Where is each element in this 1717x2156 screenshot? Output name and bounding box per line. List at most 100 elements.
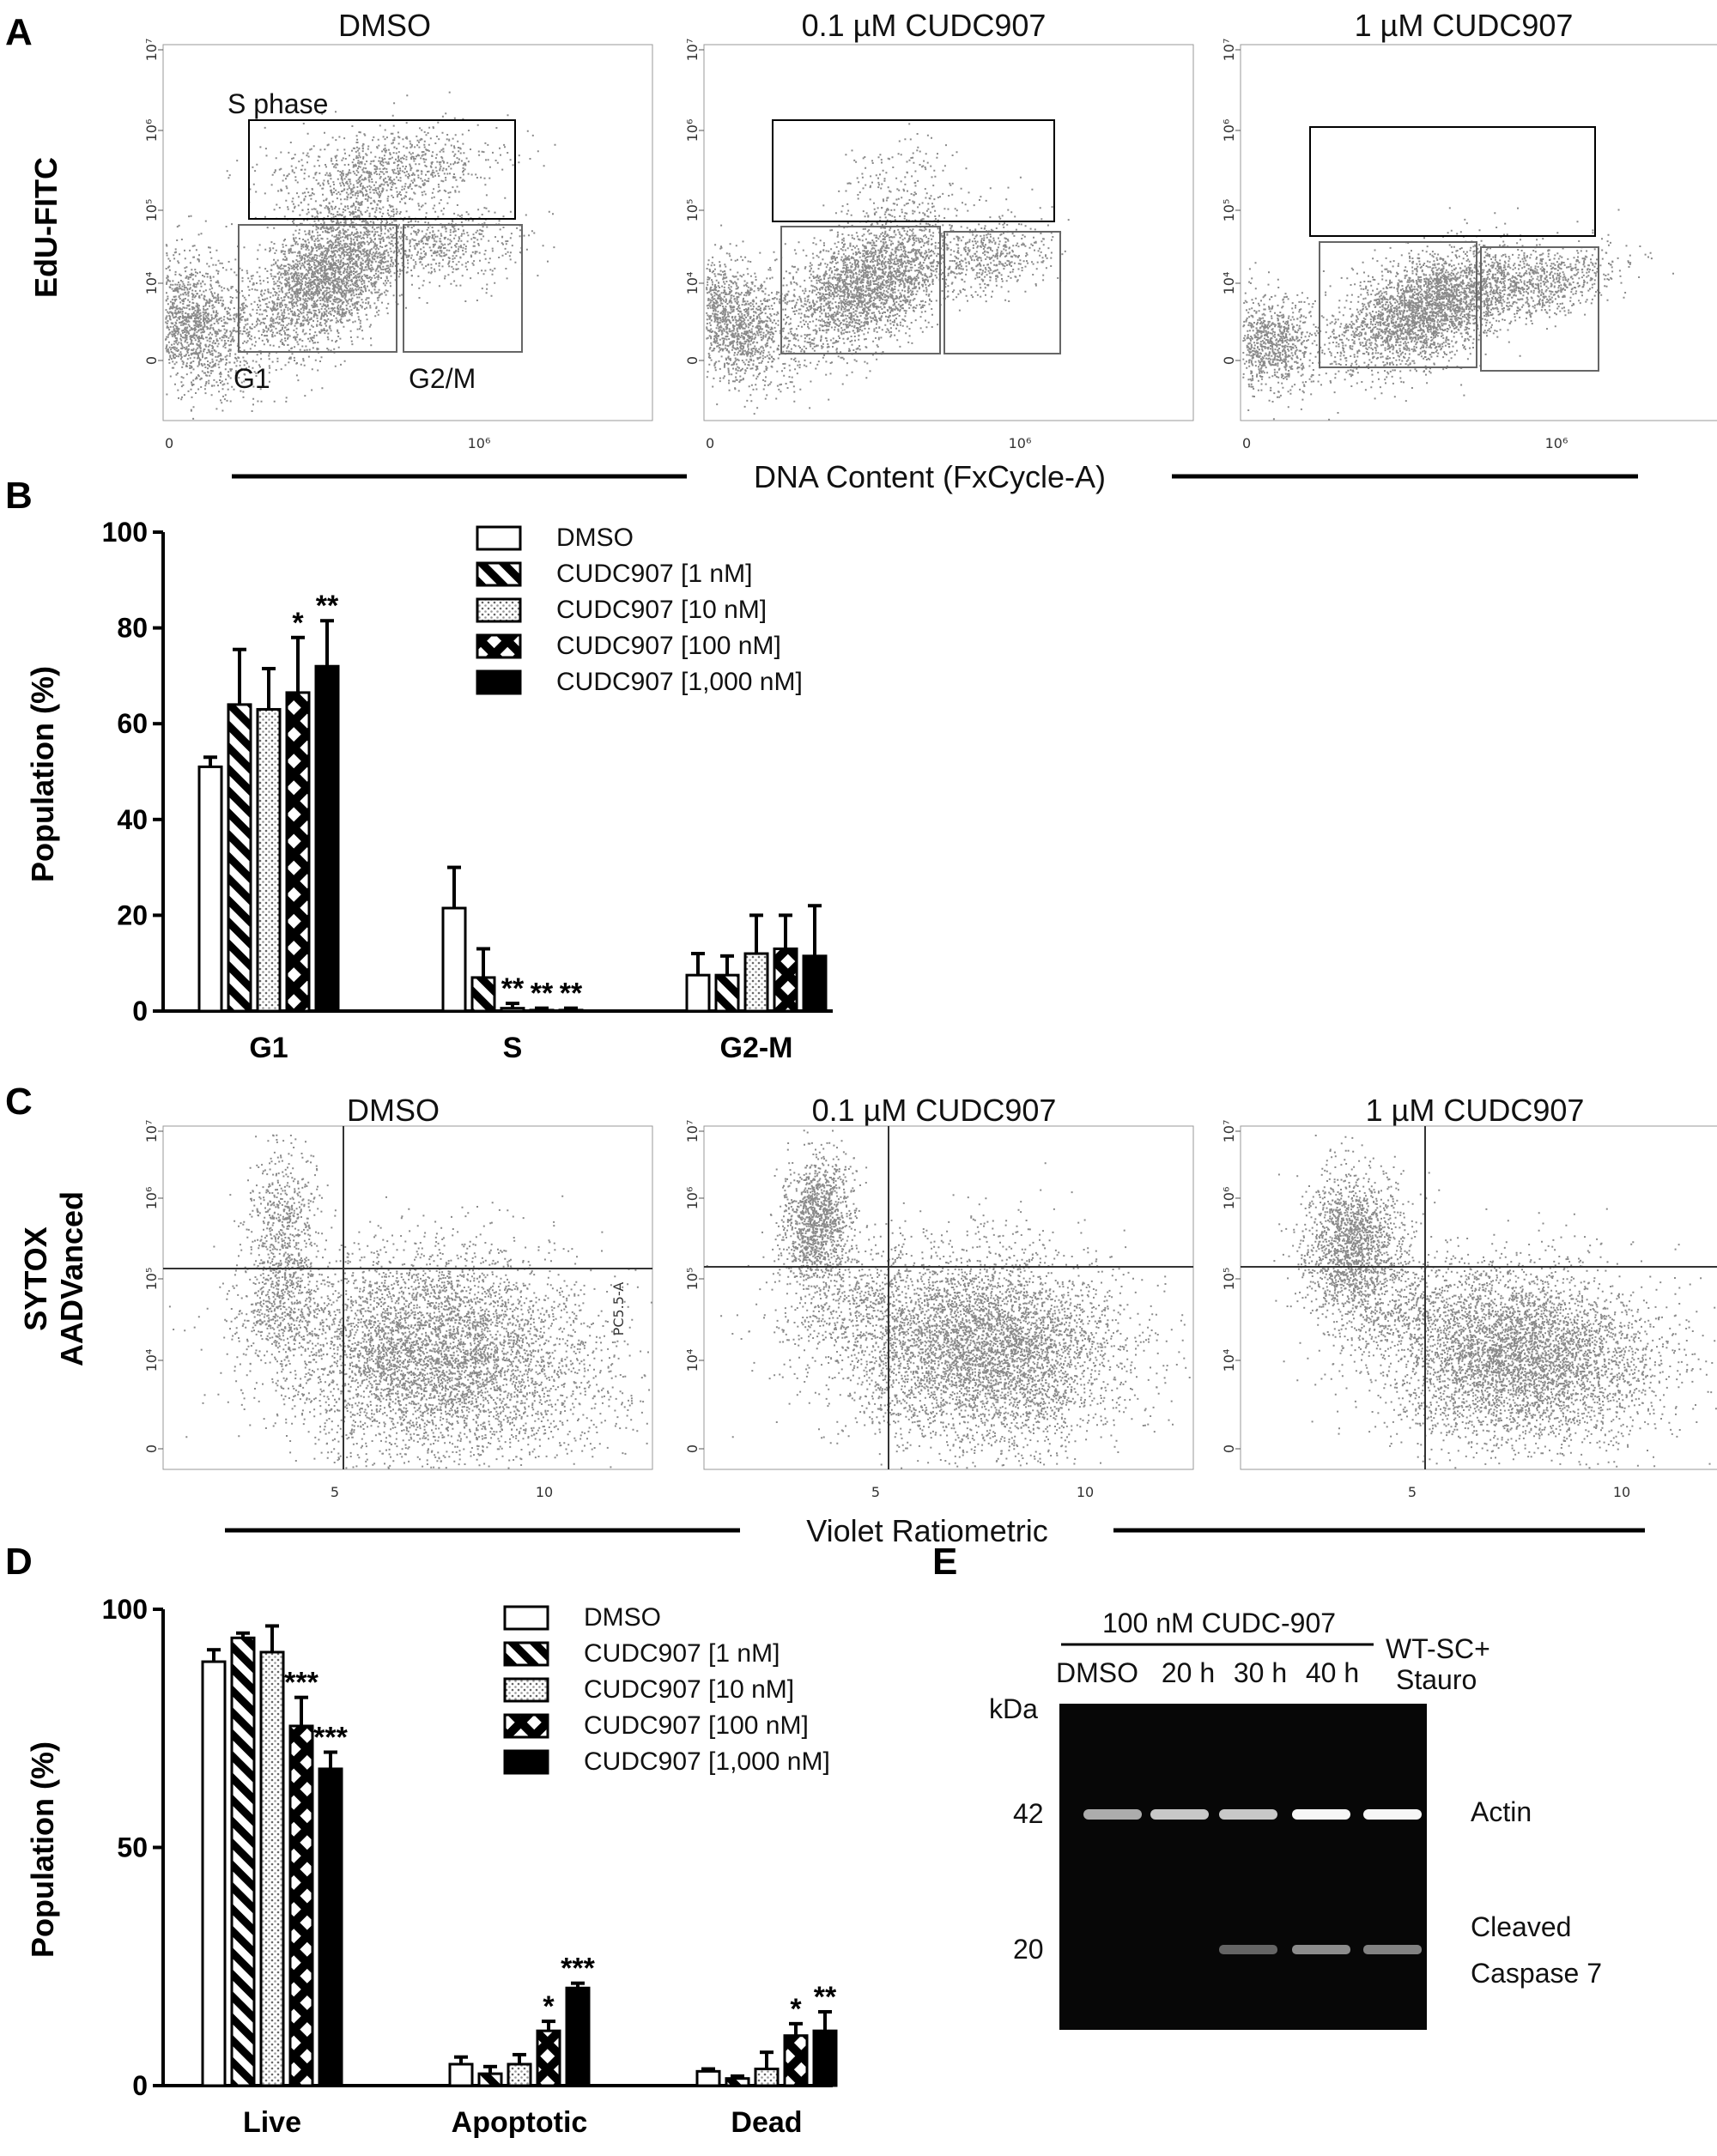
legend-swatch bbox=[476, 669, 522, 695]
blot-treatment-label: 100 nM CUDC-907 bbox=[1102, 1608, 1336, 1638]
panel-a: EdU-FITC DMSO 0.1 µM CUDC907 1 µM CUDC90… bbox=[28, 8, 1717, 494]
panel-d-y-label: Population (%) bbox=[25, 1741, 60, 1958]
blot-kda-label: kDa bbox=[989, 1693, 1038, 1724]
y-tick-label: 0 bbox=[132, 996, 148, 1027]
event-cloud bbox=[717, 167, 1043, 409]
bar bbox=[230, 1636, 256, 2087]
significance-stars: ** bbox=[531, 978, 554, 1010]
cleaved-caspase-band bbox=[1363, 1945, 1422, 1954]
bar bbox=[725, 2077, 750, 2087]
panel-c-y-label-line-1: SYTOX bbox=[18, 1226, 53, 1330]
significance-stars: *** bbox=[313, 1722, 348, 1754]
y-tick-label: 10⁷ bbox=[1221, 1120, 1237, 1143]
legend-label: DMSO bbox=[556, 524, 634, 552]
blot-lane-30h: 30 h bbox=[1234, 1657, 1287, 1688]
flow-plot-a-1: 0 10⁴ 10⁵ 10⁶ 10⁷ 0 10⁶ bbox=[143, 39, 653, 451]
bar bbox=[773, 947, 798, 1013]
legend-label: CUDC907 [1,000 nM] bbox=[584, 1747, 830, 1776]
y-tick-label: 10⁴ bbox=[143, 1349, 160, 1372]
bar bbox=[197, 765, 223, 1013]
panel-a-y-label: EdU-FITC bbox=[28, 157, 64, 298]
bar bbox=[470, 976, 496, 1013]
blot-lane-20h: 20 h bbox=[1162, 1657, 1215, 1688]
x-tick-label: 0 bbox=[706, 435, 714, 451]
significance-stars: * bbox=[543, 1990, 555, 2023]
blot-band-label-caspase-line-1: Cleaved bbox=[1471, 1911, 1571, 1942]
x-tick-label: 5 bbox=[871, 1484, 880, 1500]
legend-swatch bbox=[503, 1641, 549, 1667]
x-tick-label: 5 bbox=[1408, 1484, 1417, 1500]
significance-stars: ** bbox=[814, 1981, 837, 2014]
y-tick-label: 0 bbox=[684, 1444, 701, 1453]
y-tick-label: 10⁴ bbox=[1221, 1349, 1237, 1372]
bar bbox=[812, 2029, 838, 2087]
bar bbox=[441, 906, 467, 1013]
y-tick-label: 10⁵ bbox=[143, 199, 160, 222]
category-label: S bbox=[503, 1032, 523, 1064]
x-tick-label: 10⁶ bbox=[1009, 435, 1032, 451]
legend-swatch bbox=[476, 561, 522, 587]
significance-stars: * bbox=[790, 1993, 802, 2026]
bar bbox=[507, 2062, 532, 2087]
bar bbox=[288, 1724, 314, 2087]
significance-stars: ** bbox=[560, 978, 583, 1010]
y-tick-label: 10⁴ bbox=[684, 272, 701, 295]
significance-stars: *** bbox=[284, 1667, 319, 1699]
g2m-gate bbox=[943, 231, 1061, 354]
s-phase-gate bbox=[1309, 126, 1596, 237]
y-tick-label: 80 bbox=[117, 613, 148, 644]
bar bbox=[285, 691, 311, 1013]
category-label: Dead bbox=[731, 2106, 802, 2139]
legend-label: CUDC907 [10 nM] bbox=[584, 1675, 794, 1704]
y-tick-label: 10⁶ bbox=[143, 119, 160, 142]
y-tick-label: 10⁶ bbox=[1221, 119, 1237, 142]
significance-stars: * bbox=[292, 607, 304, 639]
legend-label: CUDC907 [100 nM] bbox=[556, 632, 781, 660]
s-phase-gate bbox=[772, 119, 1055, 222]
event-cloud bbox=[165, 215, 288, 420]
event-cloud bbox=[1291, 207, 1556, 421]
y-tick-label: 0 bbox=[1221, 1444, 1237, 1453]
bar bbox=[318, 1767, 343, 2087]
x-tick-label: 0 bbox=[1242, 435, 1251, 451]
legend-label: CUDC907 [100 nM] bbox=[584, 1711, 809, 1740]
y-tick-label: 10⁶ bbox=[1221, 1187, 1237, 1210]
y-tick-label: 10⁴ bbox=[684, 1349, 701, 1372]
legend-swatch bbox=[503, 1749, 549, 1775]
legend-swatch bbox=[476, 597, 522, 623]
x-tick-label: 10 bbox=[1613, 1484, 1630, 1500]
legend-swatch bbox=[476, 525, 522, 551]
y-tick-label: 10⁷ bbox=[143, 39, 160, 62]
y-tick-label: 10⁵ bbox=[684, 199, 701, 222]
event-cloud bbox=[1283, 1189, 1717, 1469]
y-tick-label: 0 bbox=[132, 2070, 148, 2101]
flow-plot-a-2: 0 10⁴ 10⁵ 10⁶ 10⁷ 0 10⁶ bbox=[684, 39, 1194, 451]
panel-c: SYTOX AADVanced DMSO 0.1 µM CUDC907 1 µM… bbox=[18, 1093, 1717, 1548]
legend-swatch bbox=[476, 633, 522, 659]
bar bbox=[500, 1007, 525, 1013]
panel-label-b: B bbox=[5, 475, 33, 517]
g2m-gate bbox=[403, 224, 523, 353]
x-tick-label: 10⁶ bbox=[1545, 435, 1568, 451]
blot-lane-dmso: DMSO bbox=[1056, 1657, 1138, 1688]
category-label: G1 bbox=[249, 1032, 288, 1064]
y-tick-label: 10⁴ bbox=[143, 272, 160, 295]
legend-label: CUDC907 [1 nM] bbox=[556, 560, 752, 588]
g1-gate bbox=[238, 224, 397, 353]
panel-c-y-label-line-2: AADVanced bbox=[54, 1191, 89, 1366]
x-tick-label: 0 bbox=[165, 435, 173, 451]
event-cloud bbox=[229, 1134, 337, 1420]
y-tick-label: 10⁵ bbox=[143, 1268, 160, 1291]
actin-band bbox=[1150, 1809, 1209, 1820]
x-tick-label: 10 bbox=[1077, 1484, 1094, 1500]
bar bbox=[529, 1008, 555, 1013]
bar bbox=[314, 664, 340, 1013]
legend-swatch bbox=[503, 1713, 549, 1739]
bar bbox=[558, 1008, 584, 1013]
y-tick-label: 50 bbox=[117, 1832, 148, 1863]
bar bbox=[256, 707, 282, 1013]
y-tick-label: 10⁷ bbox=[684, 1120, 701, 1143]
y-tick-label: 100 bbox=[102, 517, 148, 548]
y-tick-label: 10⁵ bbox=[1221, 1268, 1237, 1291]
